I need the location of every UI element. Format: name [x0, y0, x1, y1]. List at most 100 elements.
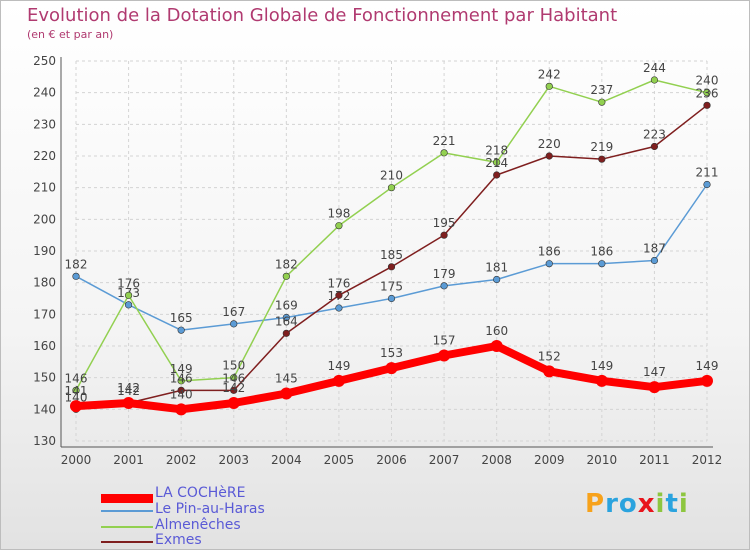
proxiti-logo: Proxiti	[585, 489, 689, 519]
logo-letter: P	[585, 489, 606, 519]
data-point	[230, 386, 238, 394]
logo-letter: o	[618, 489, 638, 519]
data-point	[332, 374, 345, 387]
y-tick-label: 130	[33, 434, 56, 448]
x-tick-label: 2010	[587, 453, 618, 467]
data-label: 175	[380, 280, 403, 294]
data-point	[70, 400, 82, 413]
data-point	[598, 260, 606, 268]
y-tick-label: 150	[33, 371, 56, 385]
data-label: 223	[643, 128, 666, 142]
data-label: 186	[538, 245, 561, 259]
data-label: 182	[65, 257, 88, 271]
x-tick-label: 2001	[113, 453, 144, 467]
data-point	[703, 180, 711, 189]
data-label: 236	[696, 86, 719, 100]
legend-swatch	[101, 494, 153, 503]
data-label: 176	[327, 276, 350, 290]
y-tick-label: 220	[33, 149, 56, 163]
data-point	[335, 304, 343, 312]
data-point	[335, 291, 343, 299]
data-label: 152	[538, 349, 561, 363]
data-label: 149	[170, 362, 193, 376]
legend-swatch	[101, 541, 153, 543]
data-label: 146	[65, 371, 88, 385]
data-label: 149	[696, 359, 719, 373]
data-point	[177, 326, 185, 334]
data-point	[124, 301, 133, 309]
data-point	[595, 374, 608, 387]
data-label: 218	[485, 143, 508, 157]
data-point	[493, 275, 501, 284]
data-label: 176	[117, 276, 140, 290]
data-label: 185	[380, 248, 403, 262]
y-tick-label: 240	[33, 86, 56, 100]
data-point	[493, 158, 501, 166]
data-label: 220	[538, 137, 561, 151]
data-point	[124, 291, 133, 299]
y-tick-label: 210	[33, 181, 56, 195]
x-tick-label: 2007	[429, 453, 460, 467]
logo-letter: i	[655, 489, 666, 519]
data-point	[650, 142, 659, 151]
y-tick-label: 180	[33, 276, 56, 290]
data-label: 141	[65, 384, 88, 398]
data-label: 240	[696, 74, 719, 88]
x-tick-label: 2009	[534, 453, 565, 467]
data-point	[122, 397, 135, 409]
data-label: 214	[485, 156, 508, 170]
data-label: 142	[222, 381, 245, 395]
data-point	[282, 313, 290, 322]
data-point	[387, 263, 396, 271]
data-point	[701, 374, 713, 387]
data-point	[227, 397, 240, 409]
data-label: 142	[117, 381, 140, 395]
legend-label: Exmes	[155, 532, 202, 548]
data-label: 167	[222, 305, 245, 319]
data-label: 164	[275, 314, 298, 328]
data-point	[438, 349, 451, 362]
data-point	[72, 272, 80, 280]
data-point	[703, 89, 711, 97]
x-tick-label: 2012	[692, 453, 723, 467]
legend-swatch	[101, 510, 153, 512]
data-label: 187	[643, 242, 666, 256]
chart-subtitle: (en € et par an)	[27, 28, 114, 41]
data-point	[387, 294, 396, 303]
data-label: 169	[275, 299, 298, 313]
data-label: 147	[643, 365, 666, 379]
data-point	[230, 374, 238, 382]
data-point	[545, 152, 553, 160]
data-point	[545, 260, 553, 268]
chart-title: Evolution de la Dotation Globale de Fonc…	[27, 5, 618, 26]
data-label: 182	[275, 257, 298, 271]
series-almen-ches: 146 176 149 150 182 198 210 221 218 242 237 244 240	[65, 61, 719, 394]
y-tick-label: 200	[33, 212, 56, 226]
data-label: 242	[538, 67, 561, 81]
data-point	[175, 403, 188, 416]
data-point	[493, 171, 501, 179]
data-label: 150	[222, 359, 245, 373]
data-label: 149	[590, 359, 613, 373]
data-label: 153	[380, 346, 403, 360]
data-label: 211	[696, 166, 719, 180]
data-label: 165	[170, 311, 193, 325]
logo-letter: r	[605, 489, 619, 519]
data-label: 142	[117, 384, 140, 398]
data-point	[545, 82, 553, 90]
data-label: 210	[380, 169, 403, 183]
data-point	[648, 381, 661, 394]
x-tick-label: 2005	[324, 453, 355, 467]
y-tick-label: 170	[33, 307, 56, 321]
data-point	[387, 184, 396, 192]
legend-label: Le Pin-au-Haras	[155, 501, 265, 517]
data-point	[598, 98, 606, 106]
y-tick-label: 250	[33, 54, 56, 68]
data-point	[280, 387, 293, 400]
logo-letter: x	[637, 489, 656, 519]
x-tick-label: 2002	[166, 453, 197, 467]
data-point	[440, 282, 448, 290]
data-label: 219	[590, 140, 613, 154]
